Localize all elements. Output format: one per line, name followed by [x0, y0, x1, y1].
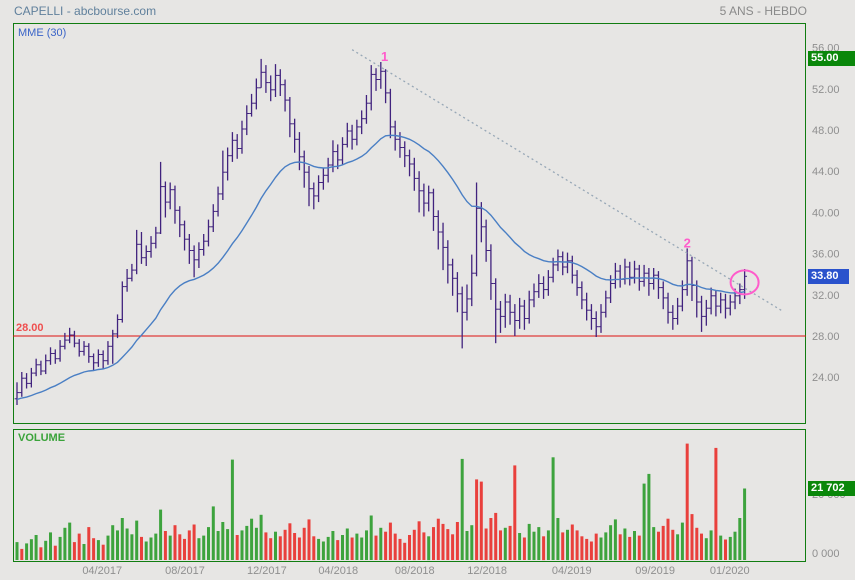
volume-chart-panel[interactable]	[13, 429, 806, 562]
instrument-title: CAPELLI - abcbourse.com	[14, 4, 157, 18]
svg-text:12/2018: 12/2018	[467, 565, 507, 577]
svg-text:08/2018: 08/2018	[395, 565, 435, 577]
svg-text:04/2019: 04/2019	[552, 565, 592, 577]
svg-text:01/2020: 01/2020	[710, 565, 750, 577]
svg-text:04/2018: 04/2018	[318, 565, 358, 577]
last-price-badge: 33.80	[808, 269, 849, 284]
svg-text:32.00: 32.00	[812, 290, 840, 302]
price-chart-panel[interactable]	[13, 23, 806, 424]
svg-text:04/2017: 04/2017	[82, 565, 122, 577]
svg-text:28.00: 28.00	[812, 331, 840, 343]
svg-text:09/2019: 09/2019	[635, 565, 675, 577]
svg-text:40.00: 40.00	[812, 207, 840, 219]
svg-text:0 000: 0 000	[812, 548, 840, 560]
svg-text:48.00: 48.00	[812, 125, 840, 137]
chart-header: CAPELLI - abcbourse.com 5 ANS - HEBDO	[0, 0, 855, 22]
svg-text:08/2017: 08/2017	[165, 565, 205, 577]
svg-text:52.00: 52.00	[812, 84, 840, 96]
svg-text:36.00: 36.00	[812, 249, 840, 261]
svg-text:12/2017: 12/2017	[247, 565, 287, 577]
mme-indicator-label: MME (30)	[18, 27, 67, 39]
last-volume-badge: 21 702	[808, 481, 855, 496]
svg-text:44.00: 44.00	[812, 166, 840, 178]
support-level-label: 28.00	[16, 322, 44, 334]
volume-label: VOLUME	[18, 432, 66, 444]
period-label: 5 ANS - HEBDO	[719, 4, 807, 18]
svg-text:24.00: 24.00	[812, 372, 840, 384]
period-high-badge: 55.00	[808, 51, 855, 66]
